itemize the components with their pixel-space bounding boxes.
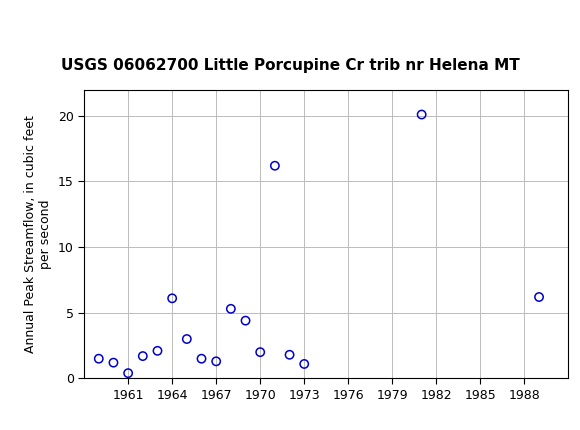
Point <box>270 162 280 169</box>
Point <box>417 111 426 118</box>
Y-axis label: Annual Peak Streamflow, in cubic feet
per second: Annual Peak Streamflow, in cubic feet pe… <box>24 115 52 353</box>
Point <box>182 335 191 342</box>
Point <box>124 370 133 377</box>
Point <box>168 295 177 302</box>
Point <box>197 355 206 362</box>
Text: ≈: ≈ <box>5 6 26 30</box>
Point <box>285 351 294 358</box>
Point <box>212 358 221 365</box>
Point <box>300 360 309 367</box>
Point <box>256 349 265 356</box>
Point <box>241 317 250 324</box>
Point <box>138 353 147 359</box>
Point <box>226 305 235 312</box>
Text: USGS 06062700 Little Porcupine Cr trib nr Helena MT: USGS 06062700 Little Porcupine Cr trib n… <box>61 58 519 74</box>
Point <box>94 355 103 362</box>
Point <box>534 294 543 301</box>
Text: USGS: USGS <box>32 8 96 28</box>
Point <box>153 347 162 354</box>
Point <box>109 359 118 366</box>
